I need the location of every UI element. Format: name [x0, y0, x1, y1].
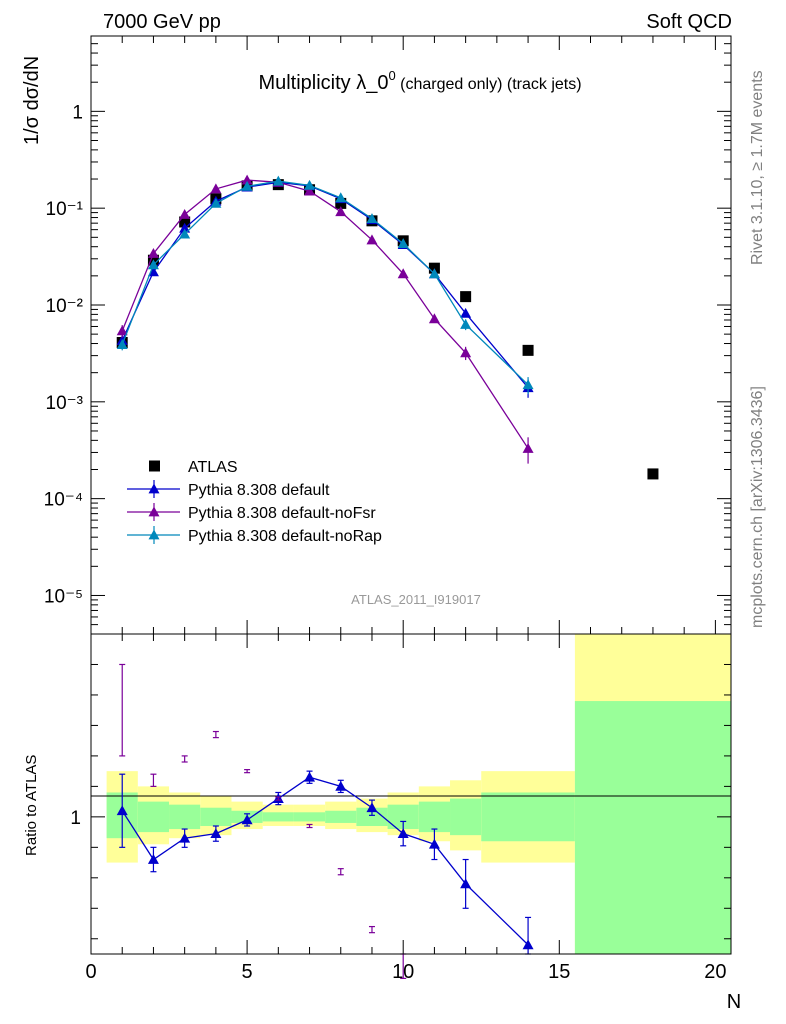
y-tick-label: 10⁻¹ [46, 199, 84, 220]
ratio-frame [90, 633, 732, 955]
data-point-2 [460, 347, 472, 358]
data-point-3 [304, 179, 316, 190]
x-tick-label: 5 [242, 961, 253, 983]
data-point-3 [210, 197, 222, 208]
ratio-uncertainty-bands [106, 634, 731, 954]
data-point-3 [397, 238, 409, 249]
side-label-rivet: Rivet 3.1.10, ≥ 1.7M events [749, 70, 766, 265]
data-point-atlas [460, 291, 472, 303]
header-right: Soft QCD [646, 11, 732, 33]
data-point-atlas [335, 197, 347, 209]
ratio-band-green [356, 807, 388, 826]
legend-label: ATLAS [188, 459, 238, 476]
data-point-2 [366, 234, 378, 245]
ratio-plot-marks [116, 663, 534, 979]
main-y-axis-label: 1/σ dσ/dN [21, 56, 43, 145]
data-point-2 [304, 185, 316, 196]
data-point-2 [179, 209, 191, 219]
data-point-1 [460, 307, 472, 318]
data-point-2 [147, 248, 159, 258]
watermark: ATLAS_2011_I919017 [351, 592, 481, 607]
header-left: 7000 GeV pp [103, 11, 221, 33]
x-tick-label: 20 [704, 961, 726, 983]
data-point-2 [428, 313, 440, 324]
data-point-2 [241, 174, 253, 185]
ratio-point-default [428, 838, 440, 849]
ratio-point-default [460, 878, 472, 889]
data-point-atlas [428, 262, 440, 274]
ratio-point-default [366, 802, 378, 813]
x-tick-label: 15 [548, 961, 570, 983]
legend-label: Pythia 8.308 default-noRap [188, 528, 382, 545]
ratio-point-default [147, 854, 159, 864]
data-point-3 [147, 259, 159, 270]
data-point-3 [522, 379, 534, 390]
ratio-point-default [179, 832, 191, 843]
data-point-2 [397, 268, 409, 279]
data-point-2 [116, 325, 128, 336]
ratio-band-green [137, 801, 170, 833]
main-title: Multiplicity λ_00 (charged only) (track … [258, 68, 581, 94]
y-tick-label: 10⁻⁵ [44, 586, 83, 607]
ratio-point-default [335, 780, 347, 791]
x-tick-label: 0 [85, 961, 96, 983]
ratio-band-green [169, 804, 201, 830]
ratio-point-default [241, 814, 253, 825]
data-point-3 [428, 268, 440, 279]
legend-marker-2 [148, 506, 160, 517]
ratio-point-default [210, 828, 222, 839]
data-point-2 [522, 442, 534, 453]
data-point-1 [147, 266, 159, 277]
y-tick-label: 10⁻³ [46, 393, 84, 414]
ratio-band-green [262, 812, 294, 822]
main-frame [90, 35, 732, 635]
legend-label: Pythia 8.308 default-noFsr [188, 505, 376, 522]
ratio-y-tick-label: 1 [70, 808, 81, 829]
ratio-band-green [293, 812, 326, 822]
ratio-axis-ticks: 10 5 10 15 20 [70, 663, 731, 983]
ratio-y-axis-label: Ratio to ATLAS [23, 755, 40, 856]
legend-marker-atlas [149, 460, 160, 472]
data-point-3 [460, 318, 472, 329]
data-point-3 [241, 180, 253, 191]
ratio-point-default [522, 939, 534, 950]
ratio-band-green [450, 798, 482, 836]
data-point-3 [366, 213, 378, 224]
data-point-3 [179, 228, 191, 239]
data-point-2 [210, 183, 222, 194]
legend: ATLAS Pythia 8.308 default Pythia 8.308 de… [127, 459, 382, 545]
ratio-band-green [574, 701, 731, 954]
y-tick-label: 10⁻² [46, 296, 84, 317]
ratio-band-green [200, 807, 232, 826]
data-point-atlas [647, 468, 659, 480]
data-point-atlas [522, 344, 534, 356]
data-point-1 [179, 222, 191, 233]
ratio-point-default [116, 805, 128, 816]
ratio-point-default [304, 771, 316, 782]
data-point-3 [335, 192, 347, 203]
data-point-atlas [179, 216, 191, 228]
data-point-3 [116, 339, 128, 349]
x-axis-label: N [727, 991, 741, 1013]
y-tick-label: 1 [72, 102, 83, 123]
data-point-3 [272, 175, 284, 186]
ratio-panel: 10 5 10 15 20 Ratio to ATLAS N [23, 633, 741, 1013]
side-label-mcplots: mcplots.cern.ch [arXiv:1306.3436] [749, 386, 766, 628]
data-point-2 [335, 206, 347, 217]
ratio-band-green [418, 801, 451, 833]
ratio-point-default [397, 828, 409, 839]
legend-label: Pythia 8.308 default [188, 482, 330, 499]
ratio-band-green [325, 810, 357, 823]
ratio-band-green [481, 792, 575, 842]
legend-marker-3 [148, 529, 160, 540]
main-plot-marks [116, 174, 659, 480]
y-tick-label: 10⁻⁴ [44, 490, 83, 511]
x-tick-label: 10 [392, 961, 414, 983]
legend-marker-1 [148, 483, 160, 494]
